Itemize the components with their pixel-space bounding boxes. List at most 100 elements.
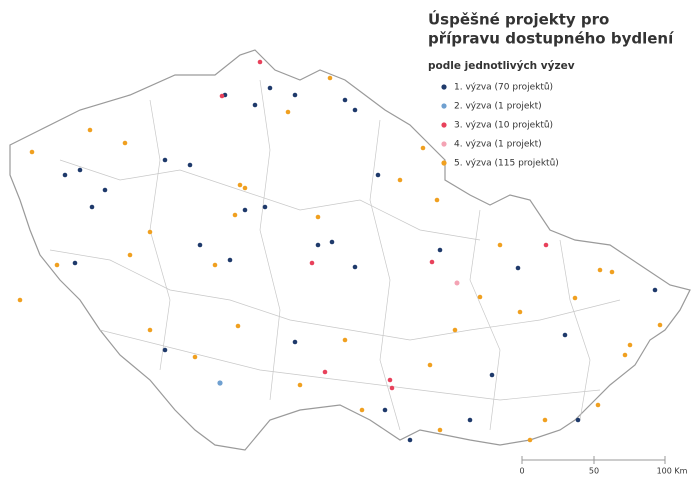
project-point bbox=[497, 242, 503, 248]
project-point bbox=[297, 382, 303, 388]
project-point bbox=[657, 322, 663, 328]
project-point bbox=[292, 92, 298, 98]
project-point bbox=[147, 327, 153, 333]
project-point bbox=[327, 75, 333, 81]
project-point bbox=[162, 347, 168, 353]
project-point bbox=[477, 294, 483, 300]
legend: 1. výzva (70 projektů) 2. výzva (1 projek… bbox=[441, 82, 559, 169]
legend-swatch bbox=[441, 141, 447, 147]
project-point bbox=[437, 427, 443, 433]
district-lines bbox=[49, 79, 621, 431]
legend-label: 3. výzva (10 projektů) bbox=[454, 120, 553, 131]
title: přípravu dostupného bydlení bbox=[428, 30, 674, 48]
project-point bbox=[597, 267, 603, 273]
subtitle: podle jednotlivých výzev bbox=[428, 60, 575, 72]
project-point bbox=[543, 242, 549, 248]
project-point bbox=[162, 157, 168, 163]
scale-label: 100 Km bbox=[657, 467, 688, 476]
project-point bbox=[62, 172, 68, 178]
project-point bbox=[575, 417, 581, 423]
project-point bbox=[219, 93, 225, 99]
legend-swatch bbox=[441, 160, 447, 166]
project-point bbox=[237, 182, 243, 188]
project-point bbox=[87, 127, 93, 133]
project-point bbox=[197, 242, 203, 248]
project-point bbox=[257, 59, 263, 65]
project-point bbox=[127, 252, 133, 258]
project-point bbox=[595, 402, 601, 408]
project-point bbox=[407, 437, 413, 443]
country-outline bbox=[9, 49, 691, 451]
project-point bbox=[315, 242, 321, 248]
project-point bbox=[622, 352, 628, 358]
project-point bbox=[489, 372, 495, 378]
project-point bbox=[437, 247, 443, 253]
project-point bbox=[322, 369, 328, 375]
project-point bbox=[342, 97, 348, 103]
project-point bbox=[102, 187, 108, 193]
project-point bbox=[232, 212, 238, 218]
project-point bbox=[29, 149, 35, 155]
project-point bbox=[389, 385, 395, 391]
project-point bbox=[242, 207, 248, 213]
project-point bbox=[609, 269, 615, 275]
project-point bbox=[212, 262, 218, 268]
project-point bbox=[242, 185, 248, 191]
project-point bbox=[420, 145, 426, 151]
project-point bbox=[309, 260, 315, 266]
project-point bbox=[387, 377, 393, 383]
project-point bbox=[217, 380, 223, 386]
project-point bbox=[517, 309, 523, 315]
project-point bbox=[235, 323, 241, 329]
project-point bbox=[122, 140, 128, 146]
scale-bar: 0 50 100 Km bbox=[519, 456, 688, 476]
project-point bbox=[252, 102, 258, 108]
project-point bbox=[382, 407, 388, 413]
project-points bbox=[17, 59, 663, 443]
project-point bbox=[262, 204, 268, 210]
project-point bbox=[375, 172, 381, 178]
project-point bbox=[527, 437, 533, 443]
project-point bbox=[17, 297, 23, 303]
project-point bbox=[397, 177, 403, 183]
project-point bbox=[429, 259, 435, 265]
project-point bbox=[329, 239, 335, 245]
project-point bbox=[627, 342, 633, 348]
legend-swatch bbox=[441, 84, 447, 90]
project-point bbox=[147, 229, 153, 235]
legend-swatch bbox=[441, 103, 447, 109]
project-point bbox=[454, 280, 460, 286]
project-point bbox=[77, 167, 83, 173]
project-point bbox=[342, 337, 348, 343]
project-point bbox=[352, 107, 358, 113]
project-point bbox=[54, 262, 60, 268]
scale-label: 0 bbox=[519, 467, 524, 476]
project-point bbox=[427, 362, 433, 368]
legend-label: 2. výzva (1 projekt) bbox=[454, 102, 542, 112]
project-point bbox=[359, 407, 365, 413]
legend-swatch bbox=[441, 122, 447, 128]
project-point bbox=[187, 162, 193, 168]
project-point bbox=[285, 109, 291, 115]
project-point bbox=[452, 327, 458, 333]
scale-label: 50 bbox=[589, 467, 599, 476]
project-point bbox=[467, 417, 473, 423]
project-point bbox=[652, 287, 658, 293]
project-point bbox=[89, 204, 95, 210]
project-point bbox=[515, 265, 521, 271]
project-point bbox=[572, 295, 578, 301]
project-point bbox=[227, 257, 233, 263]
project-point bbox=[192, 354, 198, 360]
legend-label: 5. výzva (115 projektů) bbox=[454, 158, 559, 169]
project-point bbox=[315, 214, 321, 220]
project-point bbox=[267, 85, 273, 91]
project-point bbox=[434, 197, 440, 203]
project-point bbox=[352, 264, 358, 270]
legend-label: 1. výzva (70 projektů) bbox=[454, 82, 553, 93]
title: Úspěšné projekty pro bbox=[428, 10, 609, 29]
project-point bbox=[542, 417, 548, 423]
project-point bbox=[292, 339, 298, 345]
project-point bbox=[72, 260, 78, 266]
project-point bbox=[562, 332, 568, 338]
